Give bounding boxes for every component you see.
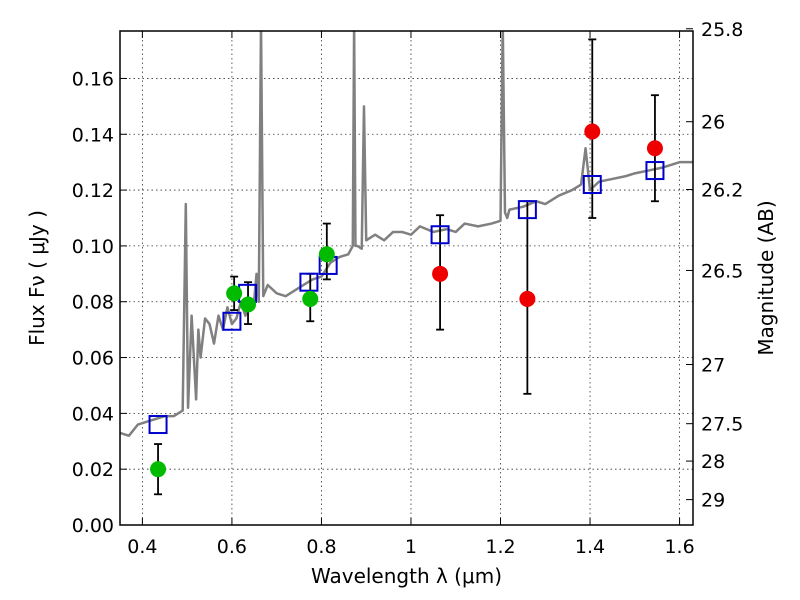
model-photometry-square: [222, 311, 242, 331]
model-photometry-square: [148, 415, 168, 435]
y-tick-label: 0.12: [72, 180, 114, 202]
x-axis-title: Wavelength λ (μm): [311, 564, 502, 588]
error-bars: [154, 38, 659, 496]
x-tick-label: 0.6: [217, 536, 247, 558]
observed-point: [240, 296, 257, 313]
plot-frame: [119, 30, 694, 526]
right-tick-label: 26.2: [701, 180, 743, 202]
right-tick-label: 28: [701, 451, 725, 473]
y-tick-label: 0.16: [72, 68, 114, 90]
model-spectrum-line: [120, 31, 693, 437]
axis-ticks: 0.4 0.6 0.8 1 1.2 1.4 1.6 0.00 0.02 0.04 0.06 0.08 0…: [72, 19, 744, 558]
observed-point: [519, 290, 536, 307]
model-photometry-square: [645, 161, 665, 181]
model-photometry-square: [430, 225, 450, 245]
observed-point: [584, 123, 601, 140]
model-photometry-square: [299, 272, 319, 292]
right-tick-label: 27.5: [701, 414, 743, 436]
model-spectrum: [120, 31, 693, 437]
y-tick-label: 0.08: [72, 292, 114, 314]
y-tick-label: 0.00: [72, 515, 114, 537]
right-tick-label: 26: [701, 112, 725, 134]
right-tick-label: 29: [701, 490, 725, 512]
x-tick-label: 0.4: [127, 536, 157, 558]
data-markers: [148, 123, 665, 478]
grid-lines: [120, 31, 693, 525]
x-tick-label: 1.2: [485, 536, 515, 558]
x-tick-label: 0.8: [306, 536, 336, 558]
x-tick-label: 1.4: [575, 536, 605, 558]
observed-point: [150, 461, 167, 478]
observed-point: [318, 246, 335, 263]
x-tick-label: 1: [405, 536, 417, 558]
model-photometry-square: [582, 175, 602, 195]
y-tick-label: 0.14: [72, 124, 114, 146]
y-tick-label: 0.10: [72, 236, 114, 258]
y-tick-label: 0.06: [72, 348, 114, 370]
y-axis-title: Flux Fν ( μJy ): [25, 210, 49, 346]
y-tick-label: 0.04: [72, 403, 114, 425]
model-photometry-square: [517, 200, 537, 220]
right-tick-label: 25.8: [701, 19, 743, 41]
observed-point: [226, 285, 243, 302]
y-tick-label: 0.02: [72, 459, 114, 481]
observed-point: [432, 265, 449, 282]
observed-point: [646, 140, 663, 157]
right-axis-title: Magnitude (AB): [754, 200, 778, 355]
x-tick-label: 1.6: [664, 536, 694, 558]
right-tick-label: 27: [701, 355, 725, 377]
right-tick-label: 26.5: [701, 260, 743, 282]
observed-point: [302, 290, 319, 307]
